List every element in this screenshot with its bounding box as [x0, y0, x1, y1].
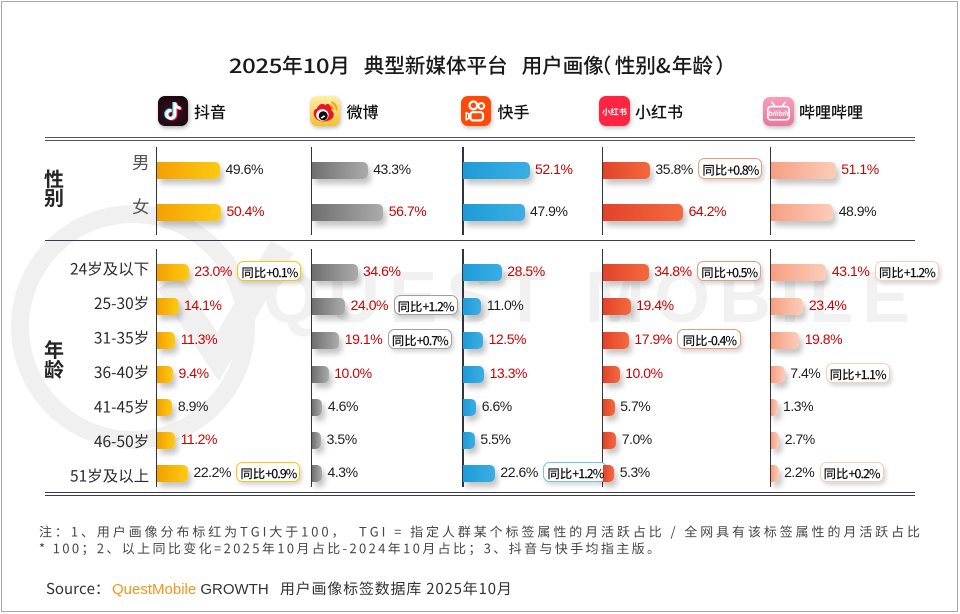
svg-text:bilibili: bilibili: [768, 110, 789, 117]
